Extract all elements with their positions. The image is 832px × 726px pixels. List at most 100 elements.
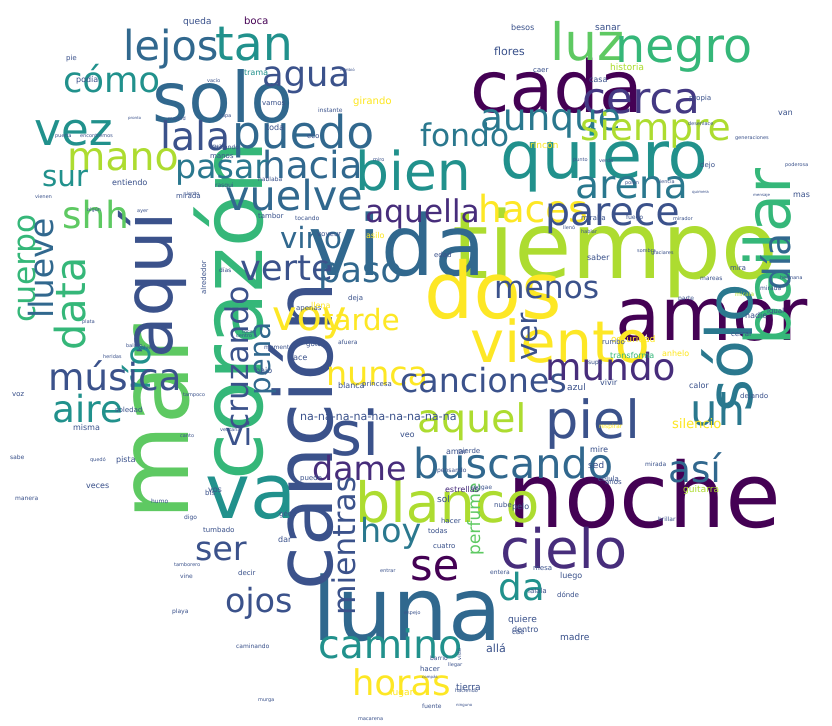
word-pierde: pierde: [458, 447, 480, 455]
word-mirador: mirador: [673, 216, 694, 222]
word-donde: dónde: [557, 591, 579, 599]
word-solo: solo: [152, 58, 293, 139]
word-luna: luna: [312, 558, 502, 661]
word-respirar: respirar: [599, 423, 623, 430]
word-solo: sólo: [693, 283, 767, 412]
word-rasqui: rasqui: [215, 182, 234, 189]
word-sanar: sanar: [595, 23, 621, 33]
word-corazon: corazón: [183, 140, 283, 480]
word-alla: allá: [486, 642, 506, 655]
word-quiere: quiere: [508, 615, 537, 625]
word-viento: viento: [470, 309, 650, 376]
word-algun: algún: [87, 207, 101, 213]
word-pista: pista: [116, 455, 136, 464]
word-van: van: [778, 108, 793, 117]
word-plata: plata: [82, 319, 95, 325]
word-saber: saber: [587, 253, 610, 262]
word-playa: playa: [172, 608, 189, 615]
word-silencio: silencio: [672, 417, 721, 432]
word-aunque: aunque: [480, 95, 621, 139]
word-vacio: vacío: [207, 78, 220, 84]
word-mirando: mirando: [214, 144, 239, 151]
word-anhelo: anhelo: [662, 349, 689, 358]
word-supe: supe: [588, 359, 603, 366]
word-soledad: soledad: [115, 406, 142, 414]
word-afuera: afuera: [338, 339, 358, 346]
word-miro: miro: [373, 157, 384, 163]
word-tocando: tocando: [295, 215, 320, 222]
word-verte: verte: [240, 248, 333, 289]
word-celula: célula: [598, 475, 619, 483]
word-tierra: tierra: [456, 683, 481, 693]
word-voyeur: voyeur: [317, 230, 341, 238]
word-pena: pena: [243, 322, 277, 395]
word-flores: flores: [494, 45, 525, 58]
word-podia: podía: [76, 75, 98, 84]
word-data: data: [47, 257, 95, 350]
word-balcon: balcón: [126, 343, 143, 349]
word-guitarra: guitarra: [683, 485, 719, 495]
word-parte: parte: [678, 295, 694, 302]
word-luz: luz: [550, 13, 624, 73]
word-calor: calor: [689, 381, 709, 390]
word-estrellas: estrellas: [445, 485, 479, 494]
word-pronto: pronto: [128, 115, 142, 120]
word-buscando: buscando: [413, 440, 613, 488]
word-parece: parece: [545, 189, 680, 235]
word-pie: pie: [66, 54, 77, 62]
word-vi: vi: [225, 417, 252, 453]
word-sol: sol: [437, 495, 450, 505]
word-sur: sur: [42, 159, 89, 193]
word-ciencia: ciencia: [657, 179, 675, 185]
word-tamborero: tamborero: [174, 562, 200, 568]
word-vine: vine: [180, 573, 193, 580]
word-encontremos: encontremos: [80, 133, 113, 139]
word-centro: centro: [236, 333, 252, 339]
word-hoy: hoy: [360, 511, 421, 550]
word-cielo: cielo: [500, 517, 627, 581]
word-humo: humo: [151, 498, 168, 505]
word-deja: deja: [348, 294, 363, 302]
word-musica: música: [48, 355, 181, 399]
word-lugar: lugar: [390, 688, 414, 698]
word-paso: paso: [318, 250, 402, 291]
word-llena: llena: [311, 301, 330, 310]
word-rio: río: [118, 344, 159, 390]
word-tarde: tarde: [322, 303, 400, 337]
word-cerrar: cerrar: [731, 330, 752, 338]
word-puerta: puerta: [55, 133, 72, 139]
word-tocar: tocar: [242, 329, 256, 335]
word-espejo: espejo: [404, 610, 420, 616]
word-pasar: pasar: [175, 147, 268, 186]
word-heridas: heridas: [103, 354, 122, 360]
word-azul: azul: [567, 383, 586, 393]
word-compas: compás: [422, 674, 438, 679]
word-haces: haces: [478, 187, 588, 231]
word-asi: así: [668, 447, 722, 491]
word-manera: manera: [15, 495, 38, 502]
word-decir: decir: [238, 569, 256, 577]
word-ventana: ventana: [220, 427, 240, 433]
word-cuatro: cuatro: [433, 542, 455, 550]
word-hace: hace: [288, 353, 307, 362]
word-toda: toda: [266, 123, 284, 132]
word-perfume: perfume: [465, 483, 485, 555]
word-sed: sed: [588, 461, 604, 471]
word-lalala: lalala: [528, 587, 547, 595]
word-entrar: entrar: [380, 568, 396, 574]
word-siempre: siempre: [580, 105, 731, 149]
word-ver: ver: [510, 312, 544, 360]
word-vino: vino: [280, 221, 342, 255]
word-brillar: brillar: [658, 516, 676, 523]
word-mano: mano: [67, 134, 179, 180]
word-va: va: [205, 448, 296, 536]
word-luego: luego: [560, 571, 582, 580]
word-canciones: canciones: [400, 361, 567, 400]
word-anos: años: [605, 478, 622, 486]
word-momento: momento: [264, 344, 293, 351]
word-uh: uh: [690, 386, 745, 436]
word-mirala: mirala: [735, 291, 754, 298]
word-fuente: fuente: [422, 703, 442, 710]
word-mirada: mirada: [645, 461, 666, 468]
word-entera: entera: [490, 569, 510, 576]
